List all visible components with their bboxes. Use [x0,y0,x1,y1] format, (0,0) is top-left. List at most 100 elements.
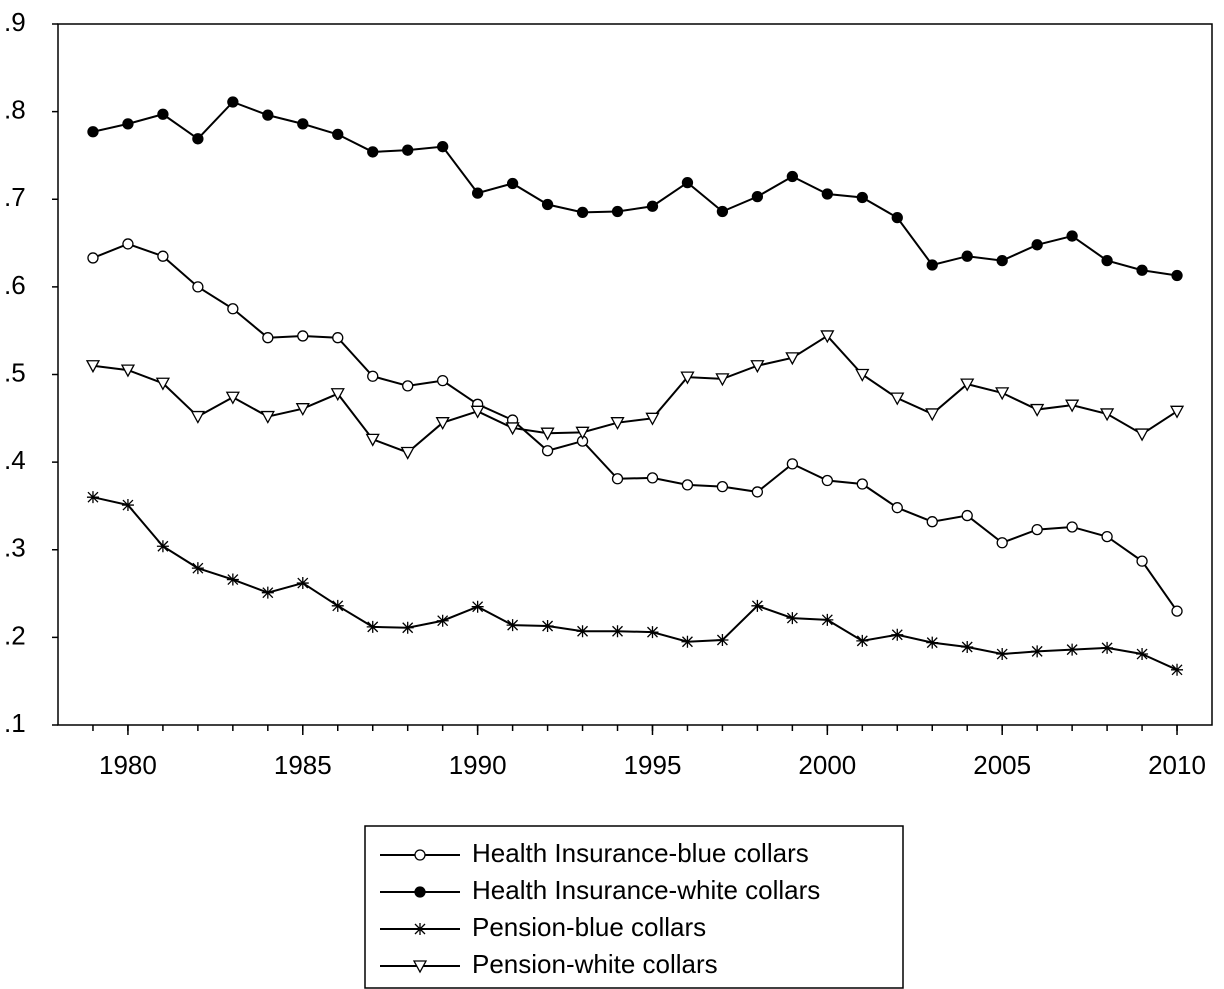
marker [85,360,101,374]
marker [646,626,659,639]
marker [785,352,800,366]
x-tick-label: 2000 [798,750,856,780]
marker [1066,230,1078,242]
legend-box [364,825,904,989]
marker [414,849,426,861]
marker [716,634,729,647]
marker [192,281,204,293]
y-tick-label: .3 [4,533,26,563]
marker [961,509,973,522]
marker [297,330,309,342]
marker [891,628,904,641]
marker [262,332,274,344]
marker [227,96,239,108]
marker [1031,239,1043,251]
marker [260,410,275,424]
y-tick-label: .8 [4,95,26,125]
legend-label: Pension-white collars [472,949,718,979]
marker [786,458,799,470]
marker [332,332,344,344]
marker [191,562,204,575]
marker [367,370,379,382]
marker [576,625,589,638]
marker [331,599,344,612]
marker [437,141,449,153]
marker [821,474,833,487]
marker [541,619,554,632]
marker [1136,648,1149,661]
marker [435,417,450,431]
marker [681,176,694,189]
marker [961,250,973,262]
marker [471,600,484,613]
marker [87,252,99,264]
marker [1169,405,1185,419]
marker [1171,269,1183,282]
marker [540,427,555,441]
marker [611,205,624,218]
legend-label: Health Insurance-blue collars [472,838,809,868]
marker [996,648,1009,661]
x-tick-label: 1990 [449,750,507,780]
marker [996,254,1008,267]
marker [87,126,99,138]
legend-label: Pension-blue collars [472,912,706,942]
marker [330,388,345,402]
marker [820,330,835,344]
marker [1101,254,1113,267]
marker [646,200,659,212]
y-tick-label: .5 [4,357,26,387]
plot-frame [57,23,1213,726]
marker [1031,523,1043,536]
marker [400,446,415,460]
marker [157,250,169,262]
marker [856,634,869,647]
marker [541,445,554,457]
marker [225,391,240,405]
marker [856,191,868,204]
marker [541,198,554,211]
marker [1101,641,1114,654]
marker [297,118,309,130]
marker [856,478,868,490]
y-tick-label: .1 [4,708,26,738]
marker [262,109,274,121]
marker [751,599,764,612]
marker [751,486,764,498]
y-tick-label: .9 [4,7,26,37]
marker [402,380,414,392]
marker [575,426,590,440]
marker [120,364,136,378]
marker [402,144,414,156]
marker [926,516,938,528]
marker [890,392,905,406]
marker [1101,530,1113,543]
marker [505,422,520,436]
marker [506,177,519,190]
marker [227,303,239,315]
marker [1065,399,1080,413]
legend-label: Health Insurance-white collars [472,875,820,905]
marker [192,133,204,145]
series-line [92,496,1178,671]
marker [414,886,426,898]
y-tick-label: .2 [4,620,26,650]
x-tick-label: 1985 [274,750,332,780]
marker [295,403,310,417]
marker [715,373,730,387]
series-line [92,100,1178,277]
marker [610,417,625,431]
marker [786,612,799,625]
marker [821,188,833,200]
marker [1136,264,1148,276]
marker [961,641,974,654]
marker [122,118,134,130]
marker [412,960,428,974]
marker [261,586,274,599]
marker [926,636,939,649]
series-line [92,334,1178,454]
marker [226,573,239,586]
x-tick-label: 2005 [973,750,1031,780]
marker [414,923,426,935]
marker [1171,605,1183,617]
